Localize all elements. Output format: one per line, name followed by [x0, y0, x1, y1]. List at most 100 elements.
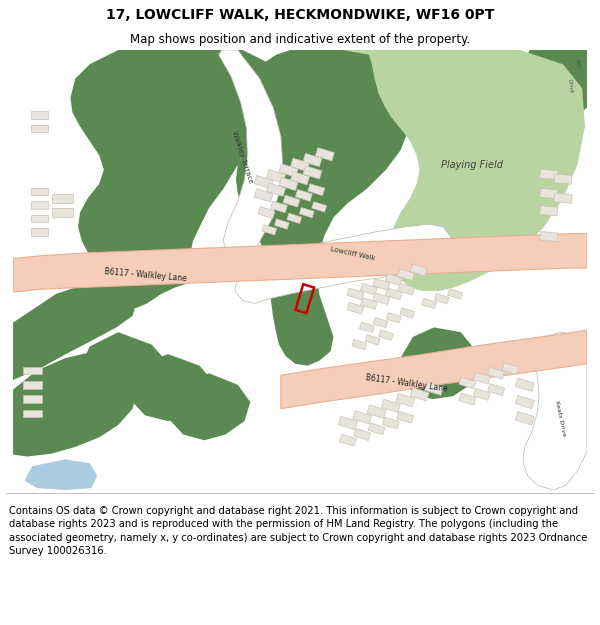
- Bar: [23, 381, 42, 389]
- Bar: [361, 283, 377, 295]
- Bar: [459, 393, 476, 405]
- Bar: [410, 388, 429, 401]
- Bar: [398, 283, 415, 295]
- Bar: [502, 362, 519, 374]
- Bar: [31, 228, 49, 236]
- Text: Lowcliff Walk: Lowcliff Walk: [329, 246, 376, 261]
- Bar: [295, 284, 314, 313]
- Bar: [254, 176, 273, 189]
- Polygon shape: [25, 459, 97, 490]
- Text: Drive: Drive: [566, 79, 573, 94]
- Polygon shape: [168, 373, 250, 440]
- Bar: [400, 308, 415, 318]
- Bar: [352, 339, 367, 350]
- Bar: [338, 416, 358, 429]
- Bar: [290, 171, 310, 185]
- Polygon shape: [13, 234, 587, 292]
- Text: Contains OS data © Crown copyright and database right 2021. This information is : Contains OS data © Crown copyright and d…: [9, 506, 587, 556]
- Text: Playing Field: Playing Field: [441, 160, 503, 170]
- Bar: [279, 177, 298, 191]
- Bar: [459, 377, 476, 389]
- Bar: [31, 111, 49, 119]
- Bar: [373, 318, 388, 328]
- Bar: [398, 269, 415, 281]
- Bar: [266, 169, 286, 183]
- Bar: [368, 423, 385, 434]
- Bar: [295, 189, 312, 201]
- Polygon shape: [343, 50, 585, 291]
- Bar: [23, 367, 42, 374]
- Polygon shape: [13, 351, 137, 456]
- Bar: [287, 213, 302, 224]
- Bar: [271, 201, 287, 212]
- Bar: [52, 208, 73, 217]
- Polygon shape: [130, 354, 214, 421]
- Bar: [373, 279, 390, 290]
- Polygon shape: [235, 224, 451, 304]
- Bar: [473, 372, 490, 384]
- Bar: [397, 411, 413, 423]
- Polygon shape: [82, 332, 166, 402]
- Bar: [515, 412, 534, 425]
- Bar: [262, 224, 277, 235]
- Bar: [386, 312, 401, 323]
- Bar: [554, 174, 572, 184]
- Bar: [434, 294, 449, 304]
- Bar: [385, 274, 402, 286]
- Bar: [379, 330, 394, 340]
- Bar: [361, 298, 377, 309]
- Bar: [316, 148, 334, 161]
- Bar: [373, 292, 390, 304]
- Bar: [515, 378, 534, 391]
- Bar: [308, 184, 325, 196]
- Polygon shape: [523, 332, 587, 490]
- Bar: [340, 434, 356, 446]
- Text: pum: pum: [574, 58, 581, 71]
- Bar: [410, 264, 427, 276]
- Text: Keats Drive: Keats Drive: [554, 400, 566, 436]
- Bar: [365, 334, 380, 345]
- Bar: [540, 189, 557, 199]
- Polygon shape: [218, 50, 283, 265]
- Text: 17, LOWCLIFF WALK, HECKMONDWIKE, WF16 0PT: 17, LOWCLIFF WALK, HECKMONDWIKE, WF16 0P…: [106, 8, 494, 22]
- Bar: [473, 389, 490, 400]
- Bar: [359, 322, 374, 332]
- Bar: [515, 396, 534, 409]
- Bar: [540, 231, 557, 241]
- Bar: [290, 158, 310, 171]
- Text: B6117 - Walkley Lane: B6117 - Walkley Lane: [365, 372, 448, 393]
- Polygon shape: [13, 279, 137, 380]
- Bar: [382, 417, 400, 429]
- Bar: [31, 201, 49, 209]
- Bar: [31, 214, 49, 222]
- Bar: [23, 395, 42, 403]
- Bar: [354, 429, 371, 441]
- Bar: [448, 289, 463, 299]
- Polygon shape: [281, 330, 587, 409]
- Polygon shape: [400, 328, 477, 399]
- Bar: [424, 382, 443, 395]
- Bar: [31, 188, 49, 196]
- Bar: [488, 368, 505, 379]
- Bar: [254, 189, 273, 202]
- Bar: [347, 302, 364, 314]
- Polygon shape: [236, 50, 415, 366]
- Bar: [303, 166, 322, 179]
- Bar: [488, 384, 505, 396]
- Bar: [279, 164, 298, 177]
- Bar: [31, 124, 49, 132]
- Bar: [283, 195, 300, 207]
- Bar: [540, 169, 557, 179]
- Bar: [382, 399, 400, 412]
- Bar: [274, 219, 289, 229]
- Bar: [353, 411, 371, 424]
- Bar: [554, 193, 572, 203]
- Polygon shape: [518, 50, 587, 126]
- Bar: [396, 394, 415, 407]
- Bar: [266, 183, 286, 196]
- Bar: [258, 207, 275, 219]
- Bar: [303, 153, 322, 167]
- Bar: [367, 405, 386, 418]
- Bar: [385, 288, 402, 300]
- Text: B6117 - Walkley Lane: B6117 - Walkley Lane: [104, 267, 187, 283]
